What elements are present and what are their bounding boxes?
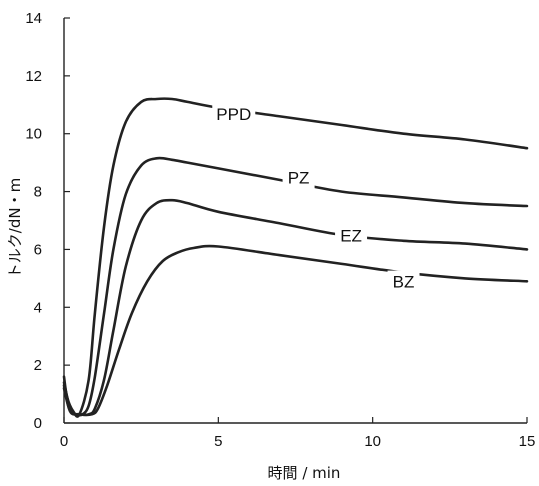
series-label-pz: PZ [288,168,310,187]
y-axis-title: トルク/dN・m [6,178,24,278]
y-tick-label: 6 [34,241,42,258]
series-label-bz: BZ [393,273,415,292]
series-line-pz [62,156,529,417]
series-label-ppd: PPD [216,105,251,124]
y-tick-label: 10 [25,126,42,143]
series-label-background [212,102,256,125]
ticks: 0 5 10 15 0 2 4 6 8 10 12 14 [25,10,535,450]
y-tick-label: 4 [34,299,42,316]
y-tick-label: 2 [34,357,42,374]
y-tick-label: 8 [34,184,42,201]
series-line-bz [62,244,529,417]
series-labels: PPD PZ EZ BZ [212,102,420,293]
x-axis-title: 時間 / min [268,464,341,482]
series-label-ez: EZ [340,226,362,245]
axes [63,18,527,424]
series-label-background [282,166,315,189]
x-tick-label: 5 [214,433,222,450]
x-tick-label: 15 [519,433,536,450]
x-tick-label: 10 [364,433,381,450]
series-group [62,97,529,418]
y-tick-label: 14 [25,10,42,27]
y-tick-label: 12 [25,68,42,85]
y-tick-label: 0 [34,415,42,432]
x-tick-label: 0 [60,433,68,450]
series-label-background [335,224,368,247]
series-label-background [387,270,420,293]
